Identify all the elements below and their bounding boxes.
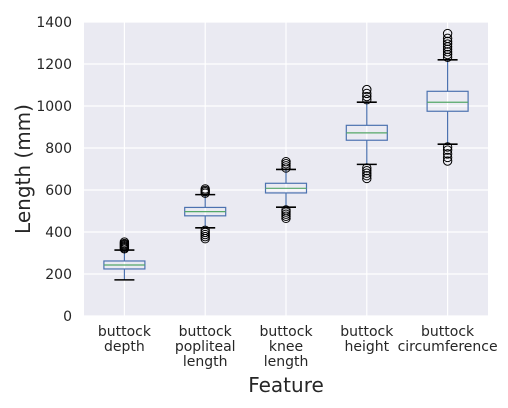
x-tick-label: buttock depth xyxy=(98,324,152,355)
x-tick-label-line: buttock xyxy=(421,324,475,340)
x-tick-label-line: length xyxy=(183,354,228,370)
boxes xyxy=(103,28,469,281)
y-axis-label: Length (mm) xyxy=(11,104,35,234)
box-group xyxy=(103,237,146,281)
y-tick-label: 1200 xyxy=(36,57,72,73)
x-tick-label-line: height xyxy=(344,339,389,355)
x-tick-label-line: buttock xyxy=(340,324,394,340)
y-tick-label: 0 xyxy=(63,309,72,325)
box-group xyxy=(426,28,469,166)
outlier-point xyxy=(442,145,453,155)
outlier-point xyxy=(442,152,453,163)
outlier-point xyxy=(362,84,372,95)
x-tick-label-line: popliteal xyxy=(175,339,236,355)
x-tick-label: buttock popliteal length xyxy=(175,324,236,370)
outlier-point xyxy=(442,36,453,47)
outlier-point xyxy=(362,91,372,102)
outlier-point xyxy=(442,47,453,57)
outlier-point xyxy=(362,171,372,181)
y-tick-labels: 0 200 400 600 800 1000 1200 1400 xyxy=(36,15,72,325)
y-tick-label: 600 xyxy=(45,183,72,199)
y-tick-label: 1000 xyxy=(36,99,72,115)
outlier-point xyxy=(281,205,291,215)
y-tick-label: 400 xyxy=(45,225,72,241)
outlier-point xyxy=(442,28,453,39)
box-group xyxy=(345,84,388,184)
outlier-point xyxy=(119,237,130,247)
outlier-point xyxy=(362,173,372,184)
x-tick-label-line: buttock xyxy=(179,324,233,340)
x-tick-label: buttock knee length xyxy=(259,324,313,370)
y-tick-label: 800 xyxy=(45,141,72,157)
outlier-point xyxy=(362,95,372,105)
outlier-point xyxy=(442,142,453,152)
outlier-point xyxy=(362,163,372,173)
x-tick-label: buttock circumference xyxy=(398,324,498,355)
outlier-point xyxy=(442,149,453,159)
outlier-point xyxy=(442,33,453,44)
x-tick-label-line: knee xyxy=(269,339,303,355)
outlier-point xyxy=(200,184,210,194)
y-tick-label: 1400 xyxy=(36,15,72,31)
outlier-point xyxy=(362,88,372,99)
x-tick-label-line: depth xyxy=(104,339,145,355)
box xyxy=(426,90,469,112)
outlier-point xyxy=(442,39,453,49)
outlier-point xyxy=(362,168,372,178)
x-tick-label-line: buttock xyxy=(259,324,313,340)
outlier-point xyxy=(442,49,453,60)
x-tick-label-line: circumference xyxy=(398,339,498,355)
outlier-point xyxy=(281,156,291,167)
outlier-point xyxy=(442,156,453,166)
x-tick-label-line: length xyxy=(264,354,309,370)
box-group xyxy=(184,184,227,244)
outlier-point xyxy=(200,225,210,236)
x-tick-label-line: buttock xyxy=(98,324,152,340)
x-tick-label: buttock height xyxy=(340,324,394,355)
y-tick-label: 200 xyxy=(45,267,72,283)
x-axis-label: Feature xyxy=(248,373,324,397)
box-group xyxy=(264,156,308,224)
outlier-point xyxy=(362,165,372,176)
